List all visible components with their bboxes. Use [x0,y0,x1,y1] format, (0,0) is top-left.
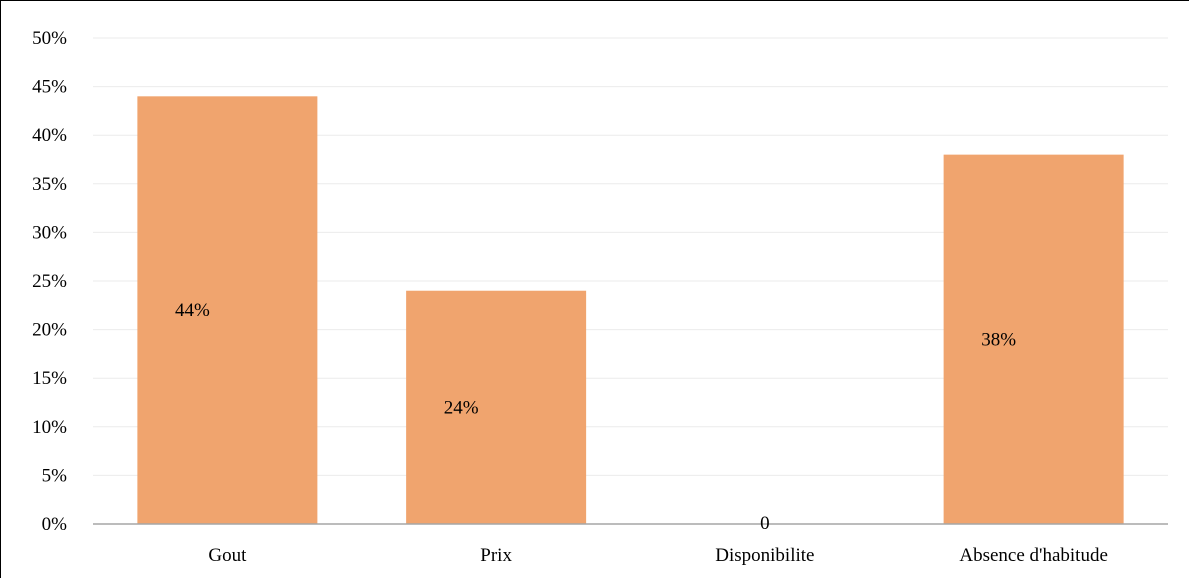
x-category-label: Gout [208,545,247,566]
y-tick-label: 45% [32,77,67,98]
y-tick-label: 20% [32,320,67,341]
data-label: 24% [444,397,479,418]
x-category-label: Prix [480,545,512,566]
y-tick-label: 35% [32,174,67,195]
bars [137,96,1124,524]
data-label: 44% [175,300,210,321]
x-category-label: Disponibilite [715,545,814,566]
y-tick-label: 30% [32,222,67,243]
data-labels: 44% 24% 0 38% [175,300,1016,534]
y-tick-label: 15% [32,368,67,389]
data-label: 0 [760,513,770,534]
y-tick-label: 10% [32,417,67,438]
y-tick-label: 50% [32,28,67,49]
bar-prix [406,290,587,524]
bar-absence-d-habitude [943,154,1124,524]
y-tick-labels: 0% 5% 10% 15% 20% 25% 30% 35% 40% 45% 50% [32,28,67,535]
y-tick-label: 0% [42,514,68,535]
bar-gout [137,96,318,524]
data-label: 38% [981,329,1016,350]
x-category-label: Absence d'habitude [959,545,1108,566]
y-tick-label: 25% [32,271,67,292]
y-tick-label: 40% [32,125,67,146]
x-category-labels: Gout Prix Disponibilite Absence d'habitude [208,545,1108,566]
y-tick-label: 5% [42,465,68,486]
